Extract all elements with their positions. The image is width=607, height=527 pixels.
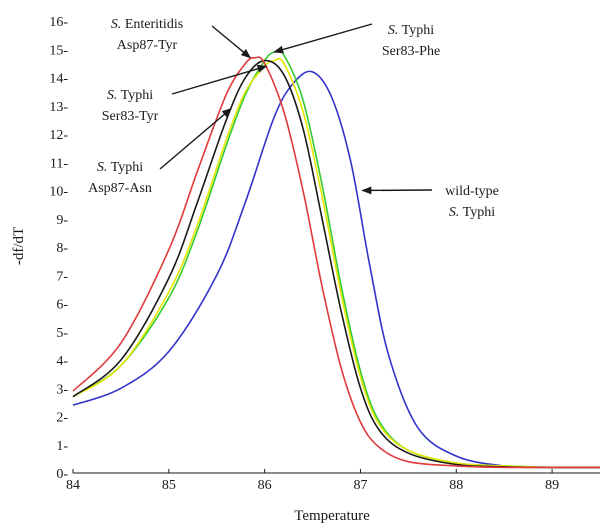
annotation-enteritidis-asp87tyr-line2: Asp87-Tyr [117,38,178,53]
y-tick-label: 12- [49,128,68,143]
y-tick-label: 3- [56,382,68,397]
annotation-0-species: S. [111,17,122,32]
annotation-arrow-typhi-ser83phe [273,23,373,54]
y-tick-label: 6- [56,298,68,313]
y-tick-label: 8- [56,241,68,256]
series-line-4 [72,56,600,469]
annotation-4-strain: Typhi [463,205,496,220]
y-tick-label: 9- [56,213,68,228]
y-tick-label: 4- [56,354,68,369]
annotation-0-strain: Enteritidis [125,17,183,32]
x-tick-label: 87 [353,478,367,493]
y-tick-label: 2- [56,411,68,426]
annotation-2-strain: Typhi [121,88,154,103]
annotation-typhi-asp87asn-line2: Asp87-Asn [88,181,152,196]
y-tick-label: 7- [56,269,68,284]
annotation-arrow-typhi-ser83tyr [171,64,268,95]
annotation-wildtype-line2: S. Typhi [449,205,495,220]
y-tick-label: 15- [49,43,68,58]
annotation-3-species: S. [97,160,108,175]
y-tick-label: 16- [49,15,68,30]
series-line-2 [72,57,601,469]
series-line-3 [72,59,600,469]
annotation-typhi-ser83tyr-line1: S. Typhi [107,88,153,103]
annotation-typhi-asp87asn-line1: S. Typhi [97,160,143,175]
y-tick-labels: 0- 1- 2- 3- 4- 5- 6- 7- 8- 9- 10- 11- 12- 13- 14- 15- 16… [49,15,68,482]
series-line-0 [72,70,601,469]
x-tick-labels: 84 85 86 87 88 89 [66,469,559,493]
y-tick-label: 11- [50,156,68,171]
annotation-1-strain: Typhi [402,23,435,38]
annotation-typhi-ser83tyr-line2: Ser83-Tyr [102,109,159,124]
y-tick-label: 0- [56,467,68,482]
annotation-3-strain: Typhi [111,160,144,175]
x-axis-label: Temperature [294,508,370,524]
annotation-enteritidis-asp87tyr-line1: S. Enteritidis [111,17,183,32]
x-tick-label: 86 [258,478,272,493]
y-tick-label: 5- [56,326,68,341]
annotation-typhi-ser83phe-line1: S. Typhi [388,23,434,38]
y-tick-label: 13- [49,100,68,115]
x-tick-label: 88 [449,478,463,493]
y-tick-label: 10- [49,185,68,200]
annotation-arrow-typhi-asp87asn [159,107,232,170]
annotation-typhi-ser83phe-line2: Ser83-Phe [382,44,440,59]
annotation-1-species: S. [388,23,399,38]
annotation-2-species: S. [107,88,118,103]
x-tick-label: 89 [545,478,559,493]
x-tick-label: 85 [162,478,176,493]
y-axis-label: -df/dT [11,227,27,265]
annotation-4-species: S. [449,205,460,220]
annotation-arrow-wildtype [361,186,433,195]
annotation-wildtype-line1: wild-type [445,184,499,199]
x-tick-label: 84 [66,478,80,493]
y-tick-label: 1- [56,439,68,454]
series-lines [72,49,601,469]
y-tick-label: 14- [49,72,68,87]
annotation-arrow-enteritidis-asp87tyr [211,25,252,59]
